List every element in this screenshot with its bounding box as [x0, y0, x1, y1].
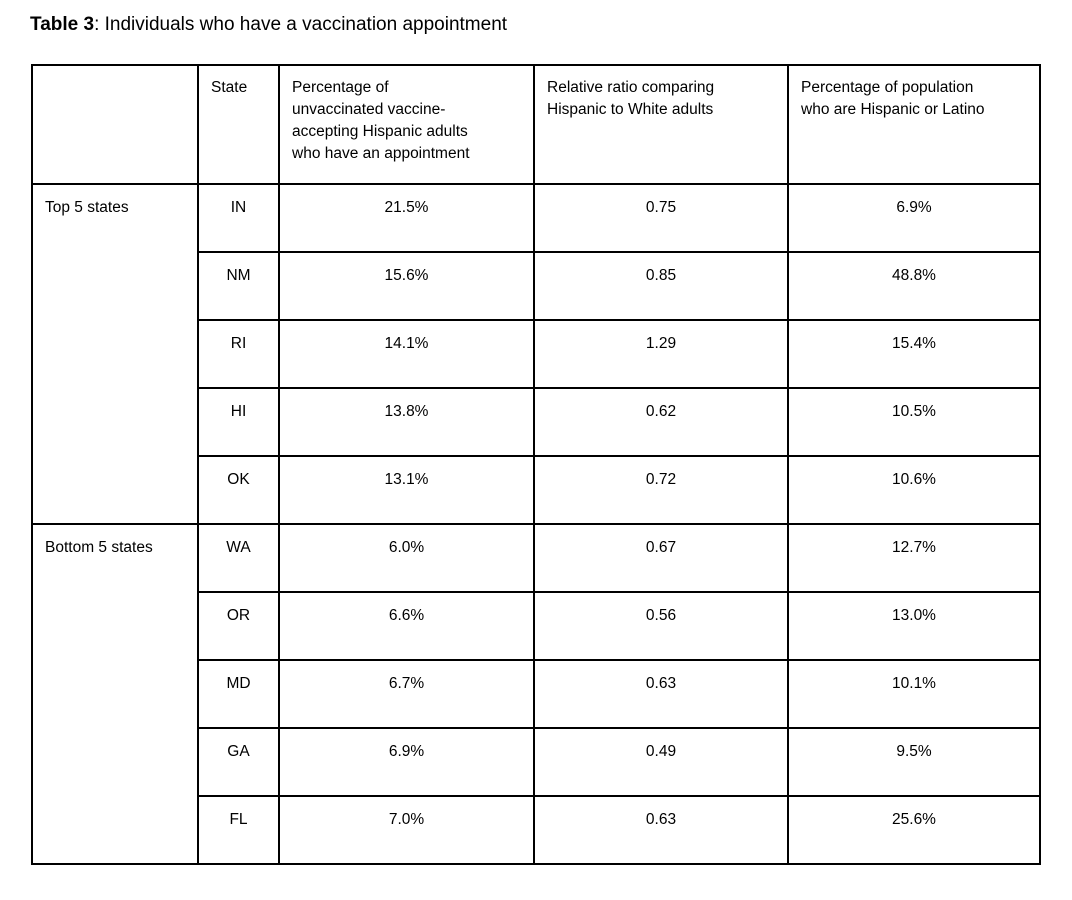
population-pct-cell: 25.6%: [787, 795, 1041, 865]
table-row: Top 5 states IN 21.5% 0.75 6.9%: [31, 183, 1041, 525]
state-cell: HI: [197, 387, 280, 457]
population-pct-cell: 13.0%: [787, 591, 1041, 661]
state-cell: WA: [197, 523, 280, 593]
relative-ratio-cell: 0.63: [533, 795, 789, 865]
relative-ratio-cell: 0.62: [533, 387, 789, 457]
population-pct-cell: 10.5%: [787, 387, 1041, 457]
table-row: MD 6.7% 0.63 10.1%: [32, 659, 1041, 729]
vaccination-appointment-table: State Percentage of unvaccinated vaccine…: [31, 64, 1041, 865]
state-cell: IN: [197, 183, 280, 253]
relative-ratio-cell: 0.75: [533, 183, 789, 253]
relative-ratio-cell: 0.56: [533, 591, 789, 661]
state-cell: MD: [197, 659, 280, 729]
group-label-bottom-5: Bottom 5 states: [31, 523, 199, 865]
appointment-pct-cell: 6.9%: [278, 727, 535, 797]
state-cell: GA: [197, 727, 280, 797]
population-pct-cell: 9.5%: [787, 727, 1041, 797]
relative-ratio-cell: 0.85: [533, 251, 789, 321]
appointment-pct-cell: 15.6%: [278, 251, 535, 321]
table-row: GA 6.9% 0.49 9.5%: [32, 727, 1041, 797]
appointment-pct-cell: 6.7%: [278, 659, 535, 729]
appointment-pct-cell: 7.0%: [278, 795, 535, 865]
group-label-top-5: Top 5 states: [31, 183, 199, 525]
population-pct-cell: 6.9%: [787, 183, 1041, 253]
table-row: Bottom 5 states WA 6.0% 0.67 12.7%: [31, 523, 1041, 865]
population-pct-cell: 48.8%: [787, 251, 1041, 321]
table-caption: Table 3: Individuals who have a vaccinat…: [30, 13, 507, 37]
col-header-state: State: [197, 64, 280, 185]
relative-ratio-cell: 0.67: [533, 523, 789, 593]
header-row: State Percentage of unvaccinated vaccine…: [31, 64, 1041, 185]
relative-ratio-cell: 0.72: [533, 455, 789, 525]
relative-ratio-cell: 0.49: [533, 727, 789, 797]
state-cell: RI: [197, 319, 280, 389]
appointment-pct-cell: 6.0%: [278, 523, 535, 593]
population-pct-cell: 15.4%: [787, 319, 1041, 389]
appointment-pct-cell: 21.5%: [278, 183, 535, 253]
table-row: NM 15.6% 0.85 48.8%: [32, 251, 1041, 321]
table-row: FL 7.0% 0.63 25.6%: [32, 795, 1041, 865]
caption-label: Table 3: [30, 14, 95, 35]
table-row: OR 6.6% 0.56 13.0%: [32, 591, 1041, 661]
table-row: HI 13.8% 0.62 10.5%: [32, 387, 1041, 457]
population-pct-cell: 10.6%: [787, 455, 1041, 525]
appointment-pct-cell: 13.1%: [278, 455, 535, 525]
caption-text: : Individuals who have a vaccination app…: [94, 14, 508, 35]
state-cell: FL: [197, 795, 280, 865]
col-header-relative-ratio: Relative ratio comparing Hispanic to Whi…: [533, 64, 789, 185]
relative-ratio-cell: 1.29: [533, 319, 789, 389]
col-header-appointment-pct: Percentage of unvaccinated vaccine-accep…: [278, 64, 535, 185]
state-cell: OK: [197, 455, 280, 525]
state-cell: NM: [197, 251, 280, 321]
relative-ratio-cell: 0.63: [533, 659, 789, 729]
appointment-pct-cell: 13.8%: [278, 387, 535, 457]
table-row: OK 13.1% 0.72 10.6%: [32, 455, 1041, 525]
state-cell: OR: [197, 591, 280, 661]
appointment-pct-cell: 6.6%: [278, 591, 535, 661]
col-header-blank: [31, 64, 199, 185]
appointment-pct-cell: 14.1%: [278, 319, 535, 389]
col-header-population-pct: Percentage of population who are Hispani…: [787, 64, 1041, 185]
population-pct-cell: 12.7%: [787, 523, 1041, 593]
population-pct-cell: 10.1%: [787, 659, 1041, 729]
table-row: RI 14.1% 1.29 15.4%: [32, 319, 1041, 389]
